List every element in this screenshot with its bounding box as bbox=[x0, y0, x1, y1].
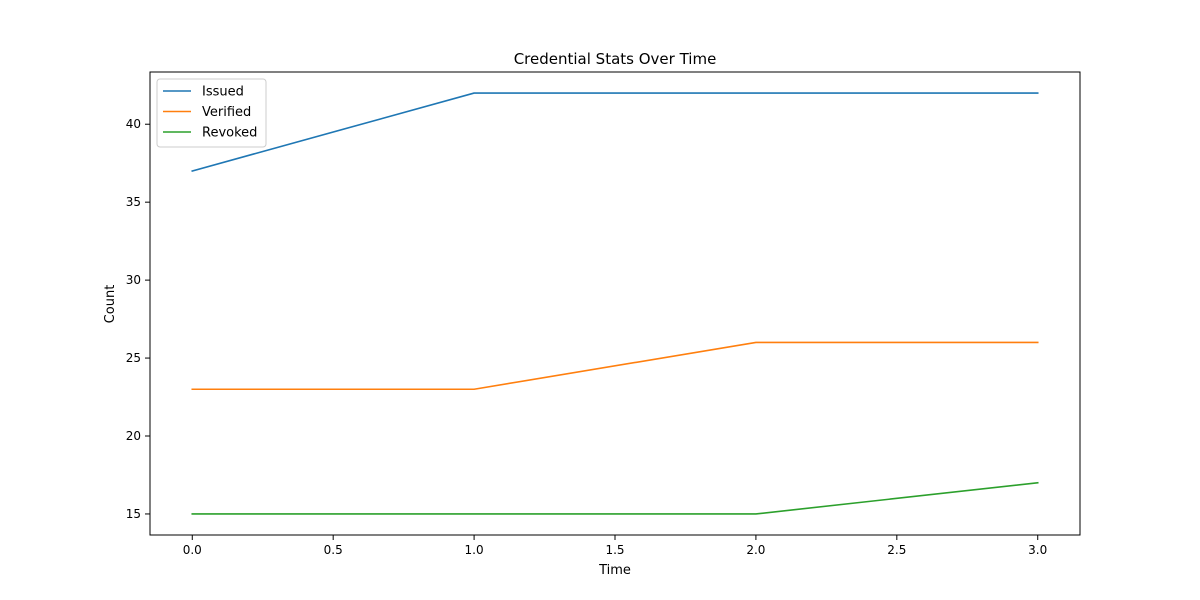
legend: Issued Verified Revoked bbox=[156, 78, 267, 148]
x-axis-label: Time bbox=[598, 563, 631, 578]
plot-frame bbox=[149, 71, 1081, 536]
y-tick-label: 20 bbox=[126, 429, 141, 443]
x-tick-label: 2.5 bbox=[887, 543, 906, 557]
series-line-revoked bbox=[191, 481, 1039, 515]
x-tick-label: 0.0 bbox=[183, 543, 202, 557]
x-axis-ticks: 0.0 0.5 1.0 1.5 2.0 2.5 3.0 bbox=[183, 535, 1047, 557]
plot-area bbox=[150, 72, 1080, 535]
y-tick-label: 15 bbox=[126, 507, 141, 521]
legend-label-verified: Verified bbox=[202, 105, 251, 120]
y-axis-ticks: 15 20 25 30 35 40 bbox=[126, 117, 150, 521]
x-tick-label: 1.5 bbox=[605, 543, 624, 557]
y-tick-label: 40 bbox=[126, 117, 141, 131]
x-tick-label: 1.0 bbox=[465, 543, 484, 557]
series-line-verified bbox=[191, 341, 1039, 391]
legend-label-revoked: Revoked bbox=[202, 126, 257, 141]
y-axis-label: Count bbox=[103, 285, 118, 324]
y-tick-label: 25 bbox=[126, 351, 141, 365]
x-tick-label: 2.0 bbox=[746, 543, 765, 557]
series-line-issued bbox=[191, 92, 1039, 172]
series-lines bbox=[191, 92, 1039, 515]
legend-box bbox=[156, 78, 267, 148]
legend-label-issued: Issued bbox=[202, 85, 244, 100]
x-tick-label: 3.0 bbox=[1028, 543, 1047, 557]
y-tick-label: 30 bbox=[126, 273, 141, 287]
y-tick-label: 35 bbox=[126, 195, 141, 209]
chart-title: Credential Stats Over Time bbox=[514, 50, 717, 68]
x-tick-label: 0.5 bbox=[324, 543, 343, 557]
